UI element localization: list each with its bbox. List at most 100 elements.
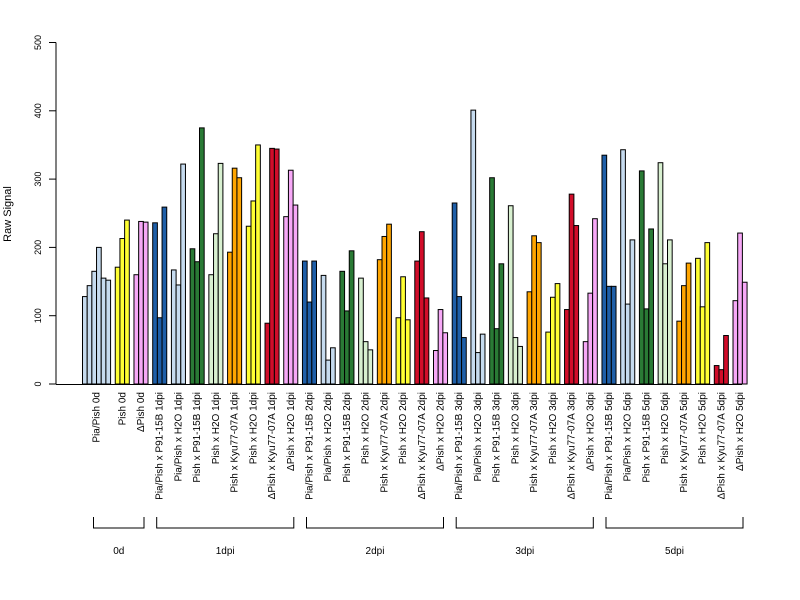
bar [194, 261, 201, 385]
bar [376, 259, 383, 385]
y-tick-label: 500 [33, 35, 43, 50]
x-tick-label: Pish x H2O 5dpi [698, 392, 709, 464]
bar [156, 317, 163, 385]
bar [414, 260, 420, 385]
x-tick-label: ΔPish x H2O 1dpi [286, 392, 297, 471]
group-label: 2dpi [366, 546, 385, 557]
bar [283, 216, 289, 385]
bar [718, 369, 725, 385]
group-bracket [605, 517, 744, 529]
x-tick-label: Pish 0d [117, 392, 128, 425]
group-label: 1dpi [216, 546, 235, 557]
y-tick-label: 300 [33, 172, 43, 187]
bar [124, 219, 130, 385]
bar [498, 263, 505, 385]
bar [681, 285, 687, 385]
bar [96, 246, 102, 385]
bar [264, 322, 271, 385]
x-tick-label: Pia/Pish x P91-15B 2dpi [304, 392, 315, 500]
x-tick-label: Pish x P91-15B 3dpi [492, 392, 503, 483]
bar [695, 257, 701, 385]
x-tick-label: Pia/Pish x P91-15B 1dpi [155, 392, 166, 500]
bar [381, 235, 388, 385]
bar [526, 291, 533, 385]
bar [568, 193, 575, 385]
x-tick-label: ΔPish x H2O 3dpi [585, 392, 596, 471]
bar [306, 301, 313, 385]
bar [119, 238, 126, 385]
bar [245, 225, 252, 385]
bar [301, 260, 308, 385]
bar [564, 309, 570, 385]
bar [531, 235, 537, 385]
bar [386, 223, 392, 385]
group-label: 0d [113, 546, 124, 557]
bar [592, 218, 598, 385]
x-tick-label: ΔPish x Kyu77-07A 2dpi [417, 392, 428, 499]
bar [489, 177, 495, 385]
x-tick-label: ΔPish x Kyu77-07A 3dpi [567, 392, 578, 499]
x-tick-label: Pish x H2O 1dpi [248, 392, 259, 464]
bar [741, 281, 748, 385]
bar [606, 285, 612, 385]
x-tick-label: Pish x P91-15B 1dpi [192, 392, 203, 483]
bars [82, 109, 748, 385]
bar [114, 266, 121, 385]
bar [587, 292, 594, 385]
bar [189, 248, 196, 385]
bar [138, 220, 144, 385]
group-label: 3dpi [515, 546, 534, 557]
bar [287, 169, 294, 385]
bar [423, 297, 430, 385]
x-tick-label: Pia/Pish x H2O 1dpi [173, 392, 184, 482]
bar [367, 349, 374, 385]
bar [152, 222, 158, 385]
bar [161, 206, 168, 385]
bar [461, 337, 467, 385]
bar [470, 109, 477, 385]
bar [554, 283, 561, 385]
bar [573, 225, 580, 385]
bar [535, 242, 542, 385]
bar [339, 270, 346, 385]
group-label: 5dpi [665, 546, 684, 557]
bar [629, 239, 636, 385]
bar [610, 285, 617, 385]
x-tick-label: Pish x H2O 5dpi [660, 392, 671, 464]
bar [418, 231, 425, 385]
bar [395, 317, 402, 385]
bar [105, 279, 112, 385]
bar [638, 170, 645, 385]
bar [273, 148, 280, 385]
bar [142, 221, 149, 385]
x-tick-label: Pish x H2O 3dpi [510, 392, 521, 464]
bar [582, 341, 589, 385]
bar [704, 242, 711, 385]
x-tick-label: Pia/Pish x H2O 2dpi [323, 392, 334, 482]
bar [217, 162, 224, 385]
bar [404, 319, 411, 385]
bar [213, 233, 219, 385]
bar [82, 296, 88, 385]
bar [292, 204, 299, 385]
bar [311, 260, 318, 385]
bar [180, 163, 186, 385]
y-axis: 0 100 200 300 400 500 [33, 35, 57, 387]
x-tick-label: Pish x Kyu77-07A 5dpi [679, 392, 690, 493]
bar [231, 167, 238, 385]
bar [657, 162, 664, 385]
x-tick-label: Pia/Pish x P91-15B 5dpi [604, 392, 615, 500]
x-tick-labels: Pia/Pish 0d Pish 0d ΔPish 0d Pia/Pish x P91… [92, 392, 746, 500]
bar [699, 306, 706, 385]
group-bracket [156, 517, 295, 529]
y-tick-label: 200 [33, 240, 43, 255]
x-tick-label: Pish x Kyu77-07A 2dpi [379, 392, 390, 493]
bar [517, 345, 523, 385]
x-tick-label: Pish x H2O 3dpi [548, 392, 559, 464]
x-tick-label: Pia/Pish x H2O 5dpi [623, 392, 634, 482]
bar [667, 239, 673, 385]
bar [325, 359, 332, 385]
group-bracket [306, 517, 444, 529]
x-tick-label: ΔPish x Kyu77-07A 1dpi [267, 392, 278, 499]
